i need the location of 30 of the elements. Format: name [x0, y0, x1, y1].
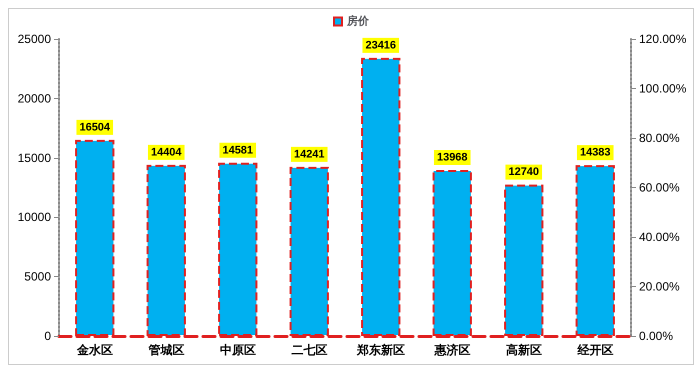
- data-label: 13968: [436, 152, 468, 164]
- data-label: 14241: [294, 148, 325, 160]
- x-tick-label: 二七区: [291, 343, 328, 357]
- data-label: 14404: [150, 146, 182, 158]
- x-tick-label: 郑东新区: [356, 343, 405, 357]
- data-label: 12740: [508, 166, 540, 178]
- y-tick-label: 20000: [18, 91, 52, 106]
- x-tick-label: 金水区: [76, 343, 113, 357]
- x-tick-label: 高新区: [506, 343, 542, 357]
- x-tick-label: 惠济区: [433, 343, 470, 357]
- y2-tick-label: 120.00%: [639, 32, 687, 46]
- legend-label: 房价: [346, 14, 370, 28]
- y2-tick-label: 100.00%: [639, 82, 687, 96]
- y-tick-label: 0: [44, 329, 52, 343]
- y-tick-label: 5000: [24, 270, 52, 284]
- data-label: 23416: [365, 39, 396, 52]
- data-label: 14383: [580, 146, 611, 159]
- y2-tick-label: 80.00%: [639, 131, 680, 145]
- y-tick-label: 15000: [18, 150, 52, 165]
- y2-tick-label: 0.00%: [639, 329, 674, 343]
- x-tick-label: 管城区: [147, 343, 184, 357]
- y-tick-label: 25000: [18, 32, 52, 46]
- data-label: 14581: [222, 144, 254, 156]
- x-tick-label: 中原区: [220, 343, 256, 357]
- y2-tick-label: 40.00%: [639, 230, 680, 244]
- y2-tick-label: 20.00%: [639, 280, 680, 294]
- y-tick-label: 10000: [18, 210, 52, 224]
- data-label: 16504: [79, 121, 111, 134]
- y2-tick-label: 60.00%: [639, 180, 680, 194]
- x-tick-label: 经开区: [576, 343, 614, 357]
